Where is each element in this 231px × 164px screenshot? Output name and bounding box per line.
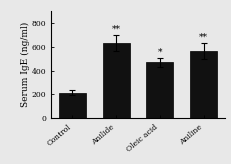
Bar [146, 62, 173, 118]
Bar [102, 43, 129, 118]
Text: *: * [157, 48, 161, 56]
Text: **: ** [198, 33, 207, 42]
Bar [189, 51, 216, 118]
Text: **: ** [111, 24, 120, 33]
Bar [59, 93, 86, 118]
Y-axis label: Serum IgE (ng/ml): Serum IgE (ng/ml) [21, 22, 30, 107]
